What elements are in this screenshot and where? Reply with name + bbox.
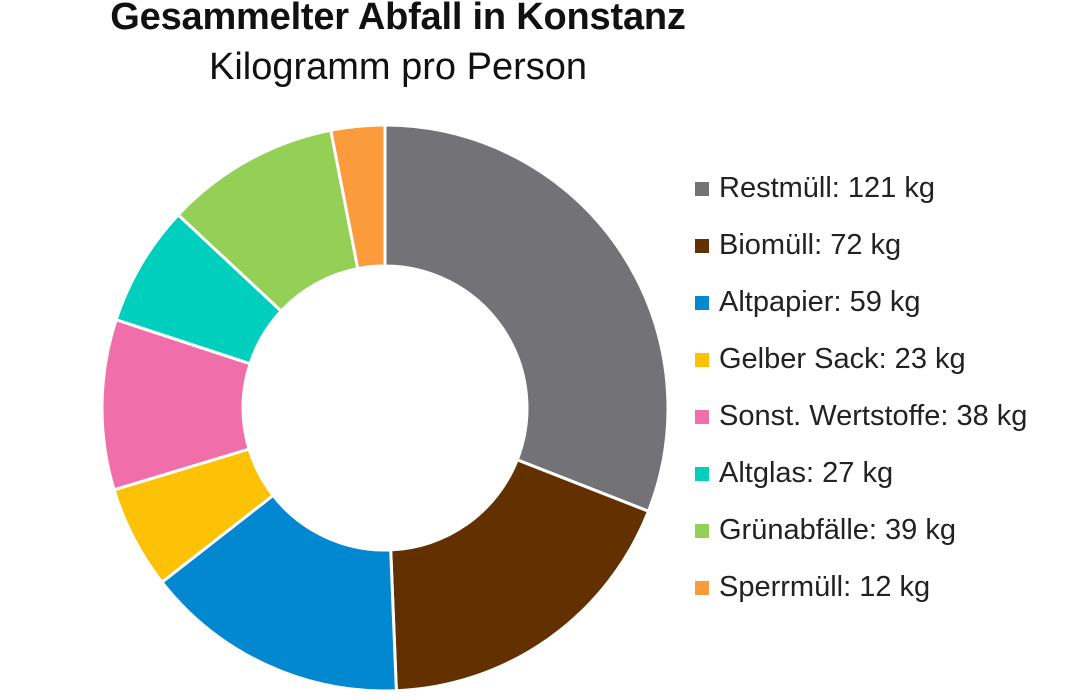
donut-slice-sperrmuell bbox=[329, 123, 387, 271]
legend-item-altglas: Altglas: 27 kg bbox=[695, 445, 1027, 502]
donut-slice-altpapier bbox=[159, 493, 398, 693]
donut-slice-biomuell bbox=[389, 457, 651, 693]
chart-title: Gesammelter Abfall in Konstanz bbox=[110, 0, 686, 38]
legend-item-sperrmuell: Sperrmüll: 12 kg bbox=[695, 559, 1027, 616]
legend-item-sonst-wertstoffe: Sonst. Wertstoffe: 38 kg bbox=[695, 388, 1027, 445]
legend-item-altpapier: Altpapier: 59 kg bbox=[695, 274, 1027, 331]
legend-swatch bbox=[695, 466, 709, 481]
legend-swatch bbox=[695, 181, 709, 196]
legend-label: Grünabfälle: 39 kg bbox=[719, 514, 956, 546]
legend-swatch bbox=[695, 580, 709, 595]
legend-swatch bbox=[695, 295, 709, 310]
chart-subtitle: Kilogramm pro Person bbox=[208, 46, 588, 88]
legend-label: Altpapier: 59 kg bbox=[719, 286, 921, 318]
legend-label: Sonst. Wertstoffe: 38 kg bbox=[719, 400, 1028, 432]
legend-swatch bbox=[695, 352, 709, 367]
legend: Restmüll: 121 kg Biomüll: 72 kg Altpapie… bbox=[695, 160, 1027, 616]
donut-slice-restmuell bbox=[383, 123, 670, 514]
legend-item-gelber-sack: Gelber Sack: 23 kg bbox=[695, 331, 1027, 388]
legend-label: Altglas: 27 kg bbox=[719, 457, 894, 489]
legend-label: Sperrmüll: 12 kg bbox=[719, 571, 931, 603]
legend-swatch bbox=[695, 238, 709, 253]
legend-item-biomuell: Biomüll: 72 kg bbox=[695, 217, 1027, 274]
legend-label: Biomüll: 72 kg bbox=[719, 229, 902, 261]
legend-label: Gelber Sack: 23 kg bbox=[719, 343, 966, 375]
legend-item-gruenabfaelle: Grünabfälle: 39 kg bbox=[695, 502, 1027, 559]
legend-item-restmuell: Restmüll: 121 kg bbox=[695, 160, 1027, 217]
legend-label: Restmüll: 121 kg bbox=[719, 172, 935, 204]
legend-swatch bbox=[695, 409, 709, 424]
legend-swatch bbox=[695, 523, 709, 538]
